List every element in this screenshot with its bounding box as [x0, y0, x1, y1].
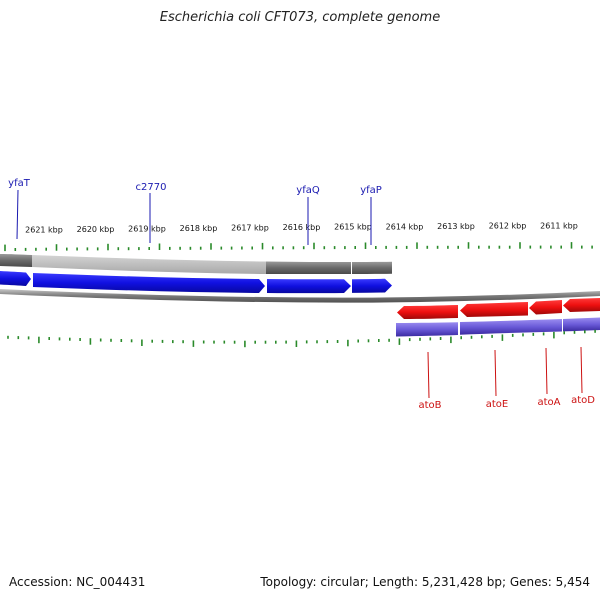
gene-label-c2770[interactable]: c2770: [136, 182, 167, 193]
reverse-gene-track: [396, 317, 600, 337]
reverse-cds-arrow: [563, 298, 600, 312]
label-leader-line: [16, 189, 19, 240]
tick-label: 2614 kbp: [386, 222, 424, 231]
tick-label: 2619 kbp: [128, 224, 166, 233]
tick-label: 2615 kbp: [334, 223, 372, 232]
forward-labels: yfaT c2770 yfaQ yfaP: [8, 178, 382, 196]
label-leader-line: [494, 349, 497, 397]
forward-cds-track: [0, 271, 392, 294]
reverse-labels: atoB atoE atoA atoD: [418, 395, 595, 411]
reverse-cds-arrow: [397, 305, 458, 319]
reverse-gene-segment: [563, 317, 600, 332]
forward-cds-arrow: [352, 278, 392, 293]
gene-label-atoD[interactable]: atoD: [571, 395, 595, 406]
gene-label-atoB[interactable]: atoB: [418, 400, 441, 411]
gene-label-atoA[interactable]: atoA: [537, 397, 560, 408]
gene-label-yfaP[interactable]: yfaP: [360, 185, 382, 196]
label-leader-line: [545, 347, 548, 395]
label-leader-line: [427, 351, 430, 399]
tick-labels: 2621 kbp 2620 kbp 2619 kbp 2618 kbp 2617 kbp…: [25, 222, 578, 235]
tick-label: 2613 kbp: [437, 222, 475, 231]
forward-label-lines: [16, 189, 372, 245]
gene-label-yfaT[interactable]: yfaT: [8, 178, 31, 189]
grey-segment-light: [32, 255, 266, 274]
reverse-gene-segment: [460, 319, 562, 335]
inner-ticks: [7, 329, 596, 348]
grey-segment-mid: [266, 261, 351, 274]
tick-label: 2617 kbp: [231, 223, 269, 232]
outer-ticks: [4, 242, 593, 252]
reverse-cds-arrow: [460, 302, 528, 317]
tick-label: 2620 kbp: [77, 225, 115, 234]
accession-text: Accession: NC_004431: [9, 575, 146, 589]
tick-label: 2612 kbp: [489, 222, 527, 231]
tick-label: 2616 kbp: [283, 223, 321, 232]
tick-label: 2621 kbp: [25, 226, 63, 235]
genome-backbone: [0, 289, 600, 303]
reverse-gene-segment: [396, 322, 458, 337]
gene-label-atoE[interactable]: atoE: [486, 399, 509, 410]
grey-segment-left: [0, 254, 32, 267]
forward-cds-arrow: [0, 271, 31, 286]
reverse-label-lines: [427, 346, 583, 399]
forward-cds-arrow: [267, 279, 351, 294]
map-title: Escherichia coli CFT073, complete genome: [159, 10, 441, 25]
genome-stats-text: Topology: circular; Length: 5,231,428 bp…: [260, 575, 590, 589]
reverse-cds-track: [397, 298, 600, 319]
forward-grey-track: [0, 254, 392, 274]
tick-label: 2611 kbp: [540, 222, 578, 231]
label-leader-line: [580, 346, 583, 394]
tick-label: 2618 kbp: [180, 224, 218, 233]
grey-segment-right: [352, 261, 392, 274]
gene-label-yfaQ[interactable]: yfaQ: [296, 185, 320, 196]
reverse-cds-arrow: [529, 300, 562, 315]
forward-cds-arrow: [33, 273, 265, 293]
